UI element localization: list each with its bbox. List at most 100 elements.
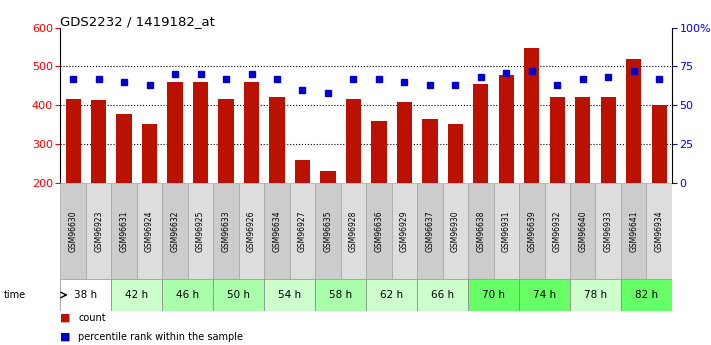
Bar [448,124,463,183]
Bar [86,183,112,279]
Bar [269,97,284,183]
Bar [341,183,366,279]
Bar [315,279,366,311]
Text: GSM96924: GSM96924 [145,210,154,252]
Bar [519,279,570,311]
Text: GSM96929: GSM96929 [400,210,409,252]
Bar [422,119,437,183]
Text: 66 h: 66 h [431,290,454,300]
Text: ■: ■ [60,332,71,342]
Bar [218,99,234,183]
Bar [264,279,315,311]
Text: GSM96640: GSM96640 [578,210,587,252]
Bar [244,82,259,183]
Bar [545,183,570,279]
Text: percentile rank within the sample: percentile rank within the sample [78,332,243,342]
Text: 78 h: 78 h [584,290,607,300]
Bar [162,183,188,279]
Bar [596,183,621,279]
Bar [162,279,213,311]
Text: 62 h: 62 h [380,290,403,300]
Bar [213,279,264,311]
Text: ■: ■ [60,313,71,323]
Bar [392,183,417,279]
Text: GSM96639: GSM96639 [528,210,536,252]
Text: GSM96927: GSM96927 [298,210,307,252]
Text: GSM96931: GSM96931 [502,210,510,252]
Bar [239,183,264,279]
Text: GSM96637: GSM96637 [425,210,434,252]
Bar [346,99,361,183]
Text: GSM96933: GSM96933 [604,210,613,252]
Bar [417,279,468,311]
Bar [646,183,672,279]
Bar [290,183,315,279]
Bar [493,183,519,279]
Text: 82 h: 82 h [635,290,658,300]
Bar [366,279,417,311]
Text: GSM96934: GSM96934 [655,210,663,252]
Bar [320,171,336,183]
Bar [621,279,672,311]
Bar [366,183,392,279]
Text: GSM96638: GSM96638 [476,210,486,252]
Bar [468,183,493,279]
Text: 50 h: 50 h [228,290,250,300]
Text: GSM96930: GSM96930 [451,210,460,252]
Bar [295,159,310,183]
Bar [550,97,565,183]
Text: GSM96631: GSM96631 [119,210,129,252]
Bar [213,183,239,279]
Text: GSM96928: GSM96928 [349,210,358,252]
Bar [264,183,290,279]
Text: 54 h: 54 h [278,290,301,300]
Bar [371,121,387,183]
Text: GSM96926: GSM96926 [247,210,256,252]
Text: count: count [78,313,106,323]
Bar [442,183,468,279]
Bar [112,183,137,279]
Bar [626,59,641,183]
Text: 70 h: 70 h [482,290,505,300]
Bar [621,183,646,279]
Text: GSM96932: GSM96932 [552,210,562,252]
Text: GSM96923: GSM96923 [94,210,103,252]
Text: GSM96635: GSM96635 [324,210,333,252]
Text: GSM96633: GSM96633 [222,210,230,252]
Bar [474,84,488,183]
Text: GSM96925: GSM96925 [196,210,205,252]
Bar [397,102,412,183]
Bar [498,75,514,183]
Text: 46 h: 46 h [176,290,199,300]
Bar [193,82,208,183]
Bar [60,183,86,279]
Bar [417,183,442,279]
Bar [315,183,341,279]
Text: GDS2232 / 1419182_at: GDS2232 / 1419182_at [60,16,215,29]
Bar [524,48,540,183]
Bar [137,183,162,279]
Text: GSM96630: GSM96630 [69,210,77,252]
Bar [601,97,616,183]
Text: GSM96632: GSM96632 [171,210,180,252]
Text: GSM96636: GSM96636 [375,210,383,252]
Bar [91,100,107,183]
Bar [651,105,667,183]
Bar [112,279,162,311]
Bar [60,279,112,311]
Bar [519,183,545,279]
Text: 58 h: 58 h [329,290,352,300]
Bar [570,279,621,311]
Bar [188,183,213,279]
Bar [575,97,590,183]
Bar [570,183,596,279]
Bar [142,124,157,183]
Bar [168,82,183,183]
Bar [468,279,519,311]
Text: 38 h: 38 h [75,290,97,300]
Text: GSM96641: GSM96641 [629,210,638,252]
Bar [65,99,81,183]
Text: 74 h: 74 h [533,290,556,300]
Text: 42 h: 42 h [125,290,149,300]
Text: time: time [4,290,26,300]
